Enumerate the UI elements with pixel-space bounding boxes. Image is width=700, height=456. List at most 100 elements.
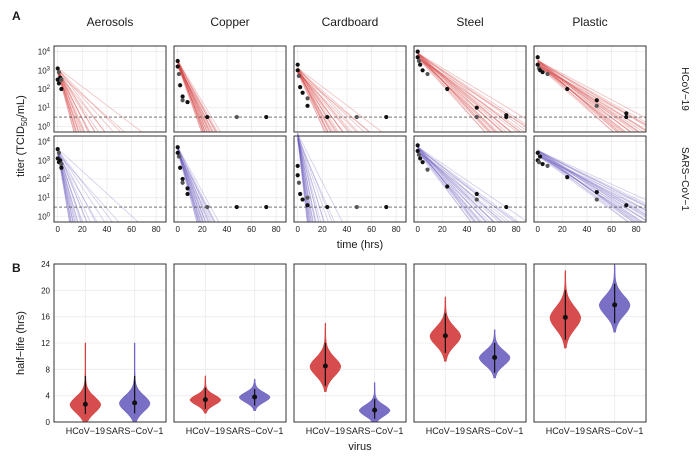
facet-title-aerosols: Aerosols [87, 15, 134, 29]
regression-line [537, 59, 647, 127]
regression-line [417, 151, 472, 223]
regression-line [537, 65, 614, 133]
regression-line [177, 60, 211, 133]
regression-line [177, 147, 200, 223]
facet-1-0 [53, 135, 167, 223]
data-point [418, 62, 423, 67]
data-point [175, 64, 180, 69]
regression-line [417, 149, 504, 223]
data-point [175, 150, 180, 155]
regression-line [177, 64, 212, 133]
y-axis-title-part: 50 [20, 117, 29, 126]
regression-line [417, 151, 483, 223]
y-tick-base: 10 [38, 85, 47, 94]
y-tick-base: 10 [38, 66, 47, 75]
y-tick-label: 104 [38, 48, 51, 57]
regression-line [57, 153, 120, 223]
y-tick-label: 101 [38, 104, 51, 113]
data-point [264, 114, 269, 120]
regression-line [297, 135, 308, 223]
regression-line [537, 149, 647, 211]
y-tick-label: 100 [38, 122, 51, 131]
regression-line [417, 56, 496, 133]
x-category-label: SARS−CoV−1 [466, 426, 524, 436]
regression-line [297, 138, 325, 223]
median-point [372, 407, 378, 413]
x-category-label: SARS−CoV−1 [586, 426, 644, 436]
x-category-label: SARS−CoV−1 [346, 426, 404, 436]
regression-line [417, 56, 518, 133]
regression-line [177, 148, 207, 223]
regression-line [537, 155, 629, 223]
data-point [474, 197, 479, 202]
data-point [180, 98, 185, 103]
regression-line [537, 150, 647, 201]
facet-1-3 [413, 135, 527, 223]
data-point [180, 94, 185, 99]
regression-line [417, 151, 507, 223]
regression-line [417, 57, 512, 133]
regression-line [297, 67, 332, 133]
regression-line [177, 63, 213, 133]
regression-line [537, 60, 620, 133]
data-point [178, 83, 183, 88]
x-tick-label: 60 [247, 225, 256, 234]
x-axis-title: time (hrs) [337, 239, 383, 251]
regression-line [177, 148, 204, 223]
panel-label-a: A [12, 9, 21, 23]
y-tick-label: 103 [38, 66, 51, 75]
y-tick-exponent: 2 [47, 175, 51, 181]
regression-line [297, 69, 344, 133]
data-point [295, 62, 300, 67]
regression-line [537, 151, 637, 223]
regression-line [297, 67, 383, 133]
regression-line [297, 138, 312, 223]
x-category-label: HCoV−19 [546, 426, 585, 436]
data-point [205, 204, 210, 210]
regression-line [177, 65, 217, 133]
regression-line [537, 62, 614, 133]
data-point [296, 73, 302, 79]
regression-line [417, 53, 527, 125]
regression-line [177, 151, 211, 223]
regression-line [537, 59, 626, 133]
data-point [59, 77, 64, 82]
regression-line [537, 61, 621, 133]
regression-line [177, 60, 221, 133]
data-point [298, 85, 303, 90]
regression-line [177, 151, 207, 223]
regression-line [537, 63, 647, 132]
regression-line [297, 136, 322, 223]
facet-frame [53, 135, 167, 223]
regression-line [537, 154, 634, 223]
x-tick-label: 60 [487, 225, 496, 234]
regression-line [537, 153, 639, 223]
regression-line [177, 63, 206, 133]
facet-0-0 [53, 45, 167, 133]
facet-frame [413, 263, 527, 423]
regression-line [417, 55, 522, 133]
y-tick-exponent: 3 [47, 66, 51, 72]
facet-0-4 [533, 45, 647, 133]
regression-line [417, 148, 487, 223]
y-tick-label: 4 [46, 392, 51, 401]
y-axis-title-part: titer (TCID [15, 126, 27, 177]
y-tick-base: 10 [38, 122, 47, 131]
data-point [55, 66, 60, 71]
regression-line [177, 150, 201, 223]
data-point [354, 114, 359, 120]
data-point [415, 49, 420, 54]
regression-line [417, 57, 499, 133]
x-category-label: SARS−CoV−1 [106, 426, 164, 436]
regression-line [417, 53, 507, 133]
y-tick-exponent: 3 [47, 156, 51, 162]
regression-line [297, 138, 314, 223]
regression-line [297, 137, 320, 223]
data-point [594, 197, 599, 202]
regression-line [297, 72, 338, 133]
data-point [55, 146, 60, 152]
regression-line [417, 151, 488, 223]
data-point [180, 176, 185, 182]
y-axis-title: half−life (hrs) [15, 311, 27, 375]
